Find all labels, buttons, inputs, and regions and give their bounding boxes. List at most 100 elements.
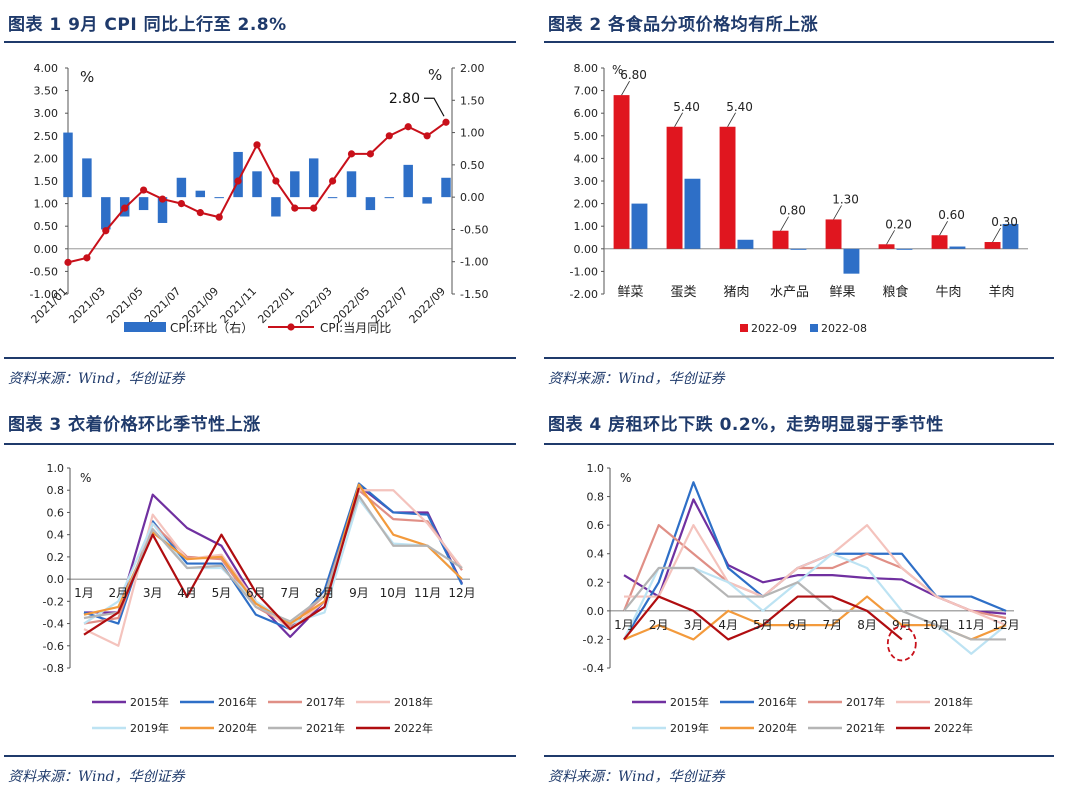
fig1-line-point	[366, 150, 374, 158]
fig1-line-point	[121, 204, 129, 212]
fig3-chart: 1.0 0.8 0.6 0.4 0.2 0.0 -0.2 -0.4 -0.6 -0.8% 1月 2月 3…	[43, 462, 476, 735]
fig4-legend-label: 2019年	[670, 721, 709, 735]
fig2-unit: %	[612, 63, 623, 77]
fig1-x-tick: 2021/07	[142, 285, 184, 327]
fig4-x-tick: 11月	[958, 618, 985, 632]
fig1-bar	[252, 171, 262, 198]
fig2-legend-swatch	[740, 324, 748, 332]
fig2-chart: 8.00 7.00 6.00 5.00 4.00 3.00 2.00 1.00 0.00 -1.0…	[570, 62, 1028, 335]
fig1-bar	[346, 171, 357, 198]
fig4-x-tick: 1月	[614, 618, 634, 632]
fig2-y-tick: 1.00	[574, 220, 599, 233]
fig4-y-tick: 0.8	[587, 491, 605, 504]
fig2-label-leader	[939, 221, 948, 236]
fig1-bar	[63, 132, 73, 198]
fig1-right-tick: 0.00	[460, 191, 485, 204]
fig3-y-tick: 0.0	[47, 573, 65, 586]
fig1-title: 图表 1 9月 CPI 同比上行至 2.8%	[8, 15, 287, 35]
fig1-line-point	[385, 132, 393, 140]
fig1-bar	[384, 197, 395, 199]
fig1-x-tick: 2022/09	[407, 285, 449, 327]
fig2-y-tick: 2.00	[574, 198, 599, 211]
fig2-bar-2022-08	[896, 248, 913, 250]
fig3-x-tick: 7月	[280, 586, 300, 600]
fig3-x-tick: 1月	[74, 586, 94, 600]
fig4-y-tick: -0.2	[583, 633, 604, 646]
fig2-bar-2022-09	[931, 235, 948, 249]
fig3-source: 资料来源：Wind，华创证券	[8, 769, 185, 785]
fig1-right-tick: -1.00	[460, 256, 488, 269]
fig1-left-tick: 0.50	[34, 220, 59, 233]
fig3-x-tick: 12月	[448, 586, 475, 600]
fig1-chart: 4.00 3.50 3.00 2.50 2.00 1.50 1.00 0.50 0.00 -0.5…	[29, 62, 489, 335]
fig1-x-tick: 2021/09	[180, 285, 222, 327]
fig1-right-tick: -0.50	[460, 223, 488, 236]
fig1-line-point	[310, 204, 318, 212]
fig3-line-2021年	[83, 494, 463, 623]
fig4-legend-label: 2016年	[758, 695, 797, 709]
fig3-y-tick: 1.0	[47, 462, 65, 475]
fig3-y-tick: 0.4	[47, 529, 65, 542]
fig3-legend-label: 2015年	[130, 695, 169, 709]
fig4-x-tick: 7月	[823, 618, 843, 632]
fig1-bar	[214, 197, 224, 199]
fig2-y-tick: -2.00	[570, 288, 598, 301]
fig3-line-2022年	[83, 487, 360, 636]
fig1-left-tick: -0.50	[30, 265, 58, 278]
fig3-x-tick: 3月	[143, 586, 163, 600]
fig3-bottom-rule	[4, 755, 516, 757]
fig2-data-label: 5.40	[726, 100, 753, 114]
fig1-left-tick: 2.50	[34, 130, 59, 143]
fig4-x-tick: 3月	[684, 618, 704, 632]
fig1-source: 资料来源：Wind，华创证券	[8, 371, 185, 387]
fig2-bar-2022-08	[631, 203, 648, 249]
fig2-y-tick: -1.00	[570, 265, 598, 278]
fig1-x-tick: 2021/05	[104, 285, 146, 327]
fig1-bar	[101, 197, 111, 230]
fig4-legend-label: 2022年	[934, 721, 973, 735]
fig4-legend-label: 2018年	[934, 695, 973, 709]
fig2-y-tick: 0.00	[574, 243, 599, 256]
fig4-source: 资料来源：Wind，华创证券	[548, 769, 725, 785]
fig1-line-point	[442, 118, 450, 126]
fig1-left-tick: 4.00	[34, 62, 59, 75]
fig1-bar	[82, 158, 92, 198]
fig4-y-tick: -0.4	[583, 662, 604, 675]
fig1-x-tick: 2021/11	[218, 285, 260, 327]
fig4-title: 图表 4 房租环比下跌 0.2%，走势明显弱于季节性	[548, 415, 944, 435]
fig1-x-tick: 2021/03	[66, 285, 108, 327]
fig4-legend-label: 2015年	[670, 695, 709, 709]
fig4-x-tick: 6月	[788, 618, 808, 632]
fig1-bar	[233, 151, 243, 198]
fig1-bar	[365, 197, 376, 211]
fig4-x-tick: 9月	[892, 618, 912, 632]
fig4-y-tick: 1.0	[587, 462, 605, 475]
fig4-line-2017年	[622, 524, 1007, 620]
fig3-y-tick: -0.2	[43, 595, 64, 608]
fig4-highlight-circle	[886, 625, 917, 662]
fig2-label-leader	[727, 112, 736, 127]
fig1-line-point	[291, 204, 299, 212]
fig1-top-rule	[4, 41, 516, 43]
fig1-bar	[176, 177, 187, 198]
fig1-bar	[403, 164, 413, 198]
fig1-line-point	[423, 132, 431, 140]
fig1-x-tick: 2022/07	[369, 285, 411, 327]
fig4-unit: %	[620, 471, 631, 485]
fig2-label-leader	[886, 230, 895, 245]
fig1-annotation-leader	[424, 97, 445, 117]
fig2-label-leader	[992, 227, 1001, 243]
fig2-bar-2022-09	[772, 230, 789, 249]
fig2-title: 图表 2 各食品分项价格均有所上涨	[548, 15, 819, 35]
fig3-x-tick: 4月	[177, 586, 197, 600]
fig1-line-point	[64, 258, 72, 266]
fig1-bar	[327, 197, 338, 199]
fig4-legend-label: 2020年	[758, 721, 797, 735]
fig4-x-tick: 10月	[923, 618, 950, 632]
fig4-y-tick: 0.6	[587, 519, 605, 532]
fig1-right-tick: -1.50	[460, 288, 488, 301]
fig2-x-tick: 粮食	[882, 284, 908, 300]
fig2-bar-2022-08	[790, 248, 807, 250]
fig1-annotation: 2.80	[389, 91, 420, 107]
fig1-legend-bar: CPI:环比（右）	[170, 320, 253, 335]
